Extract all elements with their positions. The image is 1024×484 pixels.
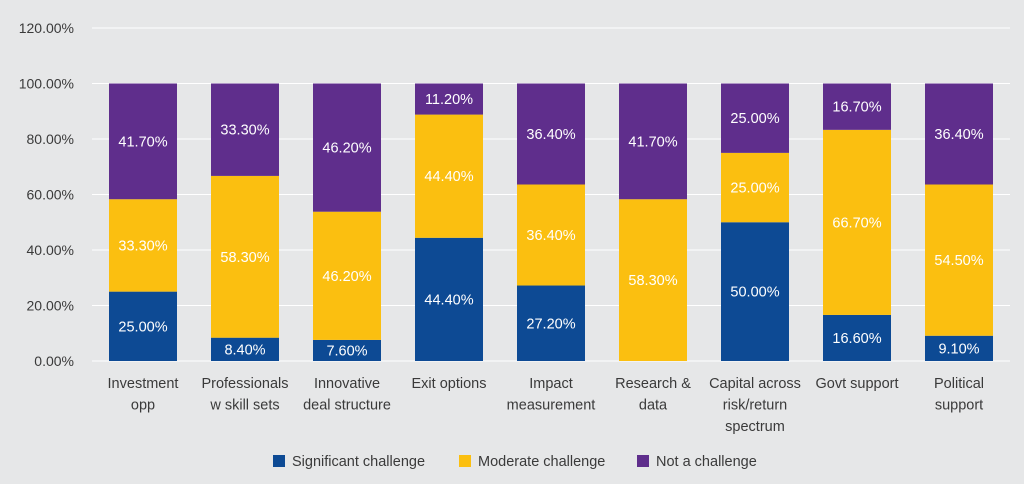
bar-segment-moderate-challenge <box>823 129 891 315</box>
y-tick-label: 60.00% <box>27 187 74 203</box>
data-label: 27.20% <box>526 316 575 332</box>
data-label: 36.40% <box>934 127 983 143</box>
data-label: 25.00% <box>118 319 167 335</box>
bar-segment-not-a-challenge <box>823 83 891 130</box>
bar-segment-moderate-challenge <box>415 114 483 238</box>
bar-segment-significant-challenge <box>925 335 993 361</box>
data-label: 41.70% <box>628 134 677 150</box>
bar-segment-significant-challenge <box>211 337 279 361</box>
y-tick-label: 100.00% <box>19 76 74 92</box>
x-tick-label: Professionals <box>201 376 288 392</box>
y-tick-label: 0.00% <box>34 353 74 369</box>
x-tick-label: measurement <box>507 398 596 414</box>
legend-label: Significant challenge <box>292 454 425 470</box>
data-label: 25.00% <box>730 181 779 197</box>
bar-segment-moderate-challenge <box>517 184 585 286</box>
legend-swatch <box>637 455 649 467</box>
bar-segment-moderate-challenge <box>721 152 789 223</box>
legend-swatch <box>273 455 285 467</box>
data-label: 16.70% <box>832 100 881 116</box>
bar-segment-moderate-challenge <box>619 199 687 361</box>
data-label: 44.40% <box>424 292 473 308</box>
data-label: 7.60% <box>326 343 367 359</box>
data-label: 66.70% <box>832 215 881 231</box>
data-label: 33.30% <box>118 238 167 254</box>
data-label: 58.30% <box>628 273 677 289</box>
bar-segment-not-a-challenge <box>313 83 381 212</box>
legend-label: Not a challenge <box>656 454 757 470</box>
x-tick-label: Exit options <box>412 376 487 392</box>
data-label: 58.30% <box>220 250 269 266</box>
bar-segment-significant-challenge <box>109 291 177 361</box>
data-label: 36.40% <box>526 228 575 244</box>
bar-segment-moderate-challenge <box>211 175 279 338</box>
data-label: 46.20% <box>322 269 371 285</box>
x-tick-label: Govt support <box>815 376 898 392</box>
bar-segment-not-a-challenge <box>415 83 483 115</box>
bar-segment-significant-challenge <box>823 314 891 361</box>
data-label: 54.50% <box>934 253 983 269</box>
y-tick-label: 120.00% <box>19 20 74 36</box>
bar-segment-not-a-challenge <box>517 83 585 185</box>
bar-segment-significant-challenge <box>517 285 585 361</box>
bar-segment-not-a-challenge <box>109 83 177 200</box>
data-label: 16.60% <box>832 331 881 347</box>
x-tick-label: Capital across <box>709 376 801 392</box>
x-tick-label: Innovative <box>314 376 380 392</box>
bar-segment-not-a-challenge <box>211 83 279 176</box>
x-tick-label: deal structure <box>303 398 391 414</box>
data-label: 25.00% <box>730 111 779 127</box>
x-tick-label: Impact <box>529 376 573 392</box>
bar-segment-significant-challenge <box>721 222 789 361</box>
bar-segment-moderate-challenge <box>313 211 381 340</box>
bar-segment-moderate-challenge <box>109 199 177 292</box>
data-label: 41.70% <box>118 134 167 150</box>
x-tick-label: data <box>639 398 668 414</box>
bar-segment-not-a-challenge <box>925 83 993 185</box>
y-tick-label: 40.00% <box>27 242 74 258</box>
data-label: 44.40% <box>424 169 473 185</box>
bar-segment-moderate-challenge <box>925 184 993 336</box>
x-tick-label: Investment <box>108 376 179 392</box>
data-label: 33.30% <box>220 123 269 139</box>
x-tick-label: support <box>935 398 983 414</box>
bar-segment-significant-challenge <box>313 339 381 361</box>
y-tick-label: 80.00% <box>27 131 74 147</box>
bar-segment-not-a-challenge <box>721 83 789 153</box>
bar-segment-significant-challenge <box>415 237 483 361</box>
data-label: 46.20% <box>322 141 371 157</box>
data-label: 8.40% <box>224 342 265 358</box>
x-tick-label: w skill sets <box>209 398 279 414</box>
data-label: 9.10% <box>938 341 979 357</box>
x-tick-label: Political <box>934 376 984 392</box>
x-tick-label: Research & <box>615 376 691 392</box>
legend-swatch <box>459 455 471 467</box>
x-tick-label: opp <box>131 398 155 414</box>
x-tick-label: risk/return <box>723 398 787 414</box>
x-tick-label: spectrum <box>725 419 785 435</box>
legend-label: Moderate challenge <box>478 454 605 470</box>
bar-segment-not-a-challenge <box>619 83 687 200</box>
data-label: 50.00% <box>730 285 779 301</box>
data-label: 36.40% <box>526 127 575 143</box>
data-label: 11.20% <box>425 92 473 108</box>
y-tick-label: 20.00% <box>27 298 74 314</box>
